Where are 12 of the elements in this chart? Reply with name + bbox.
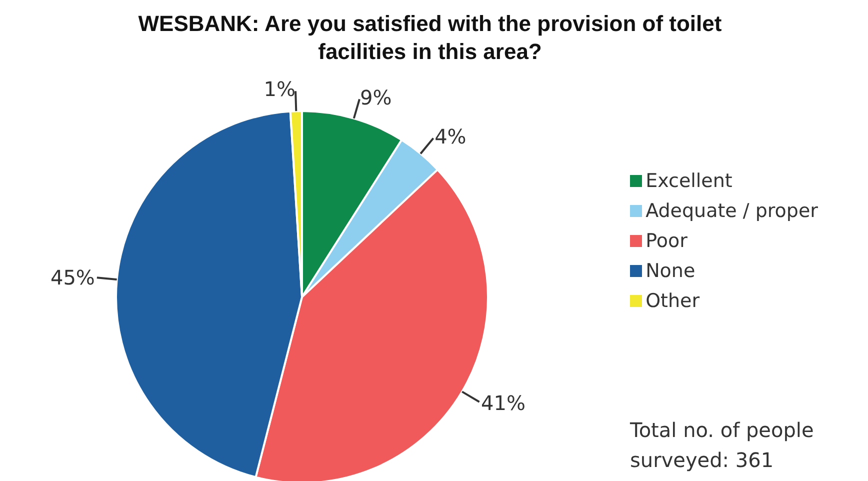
data-label: 1% xyxy=(264,77,296,102)
text: Total no. of people surveyed: 361 xyxy=(630,417,815,474)
data-label: 41% xyxy=(481,390,526,415)
legend-label: Poor xyxy=(646,230,688,252)
chart-title: WESBANK: Are you satisfied with the provision of toilet facilities in this area? xyxy=(137,10,723,66)
legend-label: Adequate / proper xyxy=(646,200,818,222)
legend-label: Excellent xyxy=(646,170,732,192)
data-label: 4% xyxy=(434,124,466,149)
legend-label: Other xyxy=(646,290,700,312)
data-label: 45% xyxy=(50,265,95,290)
data-label: 9% xyxy=(360,85,392,110)
legend-label: None xyxy=(646,260,696,282)
